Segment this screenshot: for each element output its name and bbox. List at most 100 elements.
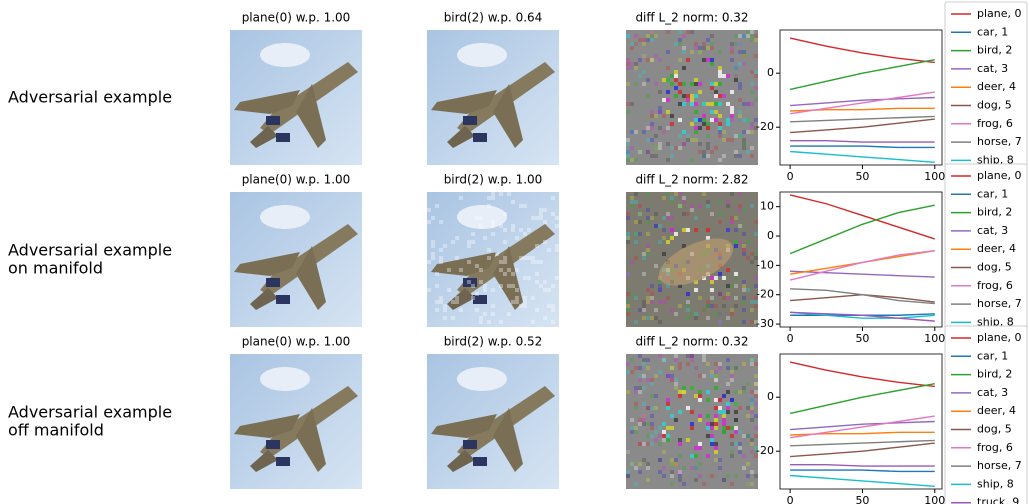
noise-pixel <box>666 66 670 70</box>
noise-pixel <box>638 110 642 114</box>
noise-pixel <box>678 470 682 474</box>
noise-pixel <box>718 212 722 216</box>
noise-pixel <box>662 434 666 438</box>
noise-pixel <box>471 296 475 300</box>
noise-pixel <box>706 142 710 146</box>
noise-pixel <box>678 134 682 138</box>
noise-pixel <box>698 462 702 466</box>
noise-pixel <box>650 414 654 418</box>
legend-label: deer, 4 <box>977 242 1016 255</box>
noise-pixel <box>630 260 634 264</box>
noise-pixel <box>535 216 539 220</box>
noise-pixel <box>630 42 634 46</box>
noise-pixel <box>642 458 646 462</box>
line <box>790 442 935 458</box>
noise-pixel <box>515 268 519 272</box>
noise-pixel <box>654 224 658 228</box>
noise-pixel <box>451 300 455 304</box>
noise-pixel <box>694 366 698 370</box>
line <box>790 140 935 143</box>
noise-pixel <box>742 50 746 54</box>
noise-pixel <box>551 284 555 288</box>
noise-pixel <box>646 478 650 482</box>
noise-pixel <box>674 232 678 236</box>
noise-pixel <box>634 200 638 204</box>
noise-pixel <box>427 208 431 212</box>
noise-pixel <box>690 158 694 162</box>
noise-pixel <box>650 426 654 430</box>
noise-pixel <box>714 276 718 280</box>
noise-pixel <box>750 30 754 34</box>
noise-pixel <box>750 410 754 414</box>
noise-pixel <box>503 272 507 276</box>
noise-pixel <box>738 446 742 450</box>
image-caption: plane(0) w.p. 1.00 <box>242 335 351 349</box>
noise-pixel <box>746 118 750 122</box>
noise-pixel <box>682 142 686 146</box>
noise-pixel <box>682 50 686 54</box>
legend-label: plane, 0 <box>977 7 1022 20</box>
noise-pixel <box>638 110 642 114</box>
noise-pixel <box>630 158 634 162</box>
noise-pixel <box>523 232 527 236</box>
noise-pixel <box>754 402 758 406</box>
noise-pixel <box>630 102 634 106</box>
noise-pixel <box>642 442 646 446</box>
legend-label: cat, 3 <box>977 224 1008 237</box>
noise-pixel <box>690 358 694 362</box>
legend-label: horse, 7 <box>977 459 1022 472</box>
noise-pixel <box>650 122 654 126</box>
noise-pixel <box>730 138 734 142</box>
noise-pixel <box>626 216 630 220</box>
noise-pixel <box>642 414 646 418</box>
noise-pixel <box>754 252 758 256</box>
noise-pixel <box>742 232 746 236</box>
noise-pixel <box>435 204 439 208</box>
noise-pixel <box>626 292 630 296</box>
legend-label: cat, 3 <box>977 62 1008 75</box>
noise-pixel <box>698 90 702 94</box>
noise-pixel <box>754 394 758 398</box>
noise-pixel <box>662 474 666 478</box>
noise-pixel <box>690 82 694 86</box>
noise-pixel <box>662 438 666 442</box>
noise-pixel <box>722 296 726 300</box>
noise-pixel <box>698 446 702 450</box>
noise-pixel <box>642 402 646 406</box>
noise-pixel <box>694 394 698 398</box>
noise-pixel <box>746 482 750 486</box>
noise-pixel <box>726 292 730 296</box>
noise-pixel <box>722 138 726 142</box>
noise-pixel <box>734 402 738 406</box>
noise-pixel <box>734 430 738 434</box>
noise-pixel <box>678 304 682 308</box>
noise-pixel <box>738 82 742 86</box>
noise-pixel <box>467 244 471 248</box>
noise-pixel <box>750 252 754 256</box>
noise-pixel <box>662 252 666 256</box>
noise-pixel <box>754 300 758 304</box>
noise-pixel <box>726 366 730 370</box>
noise-pixel <box>754 232 758 236</box>
noise-pixel <box>710 118 714 122</box>
noise-pixel <box>702 358 706 362</box>
noise-pixel <box>626 450 630 454</box>
noise-pixel <box>698 474 702 478</box>
noise-pixel <box>730 434 734 438</box>
noise-pixel <box>750 482 754 486</box>
noise-pixel <box>686 228 690 232</box>
noise-pixel <box>678 478 682 482</box>
noise-pixel <box>638 58 642 62</box>
noise-pixel <box>714 406 718 410</box>
noise-pixel <box>491 304 495 308</box>
noise-pixel <box>730 374 734 378</box>
line <box>789 37 935 64</box>
noise-pixel <box>646 296 650 300</box>
noise-pixel <box>626 138 630 142</box>
noise-pixel <box>730 50 734 54</box>
noise-pixel <box>646 248 650 252</box>
noise-pixel <box>730 118 734 122</box>
diff-shape <box>658 238 734 286</box>
noise-pixel <box>630 200 634 204</box>
